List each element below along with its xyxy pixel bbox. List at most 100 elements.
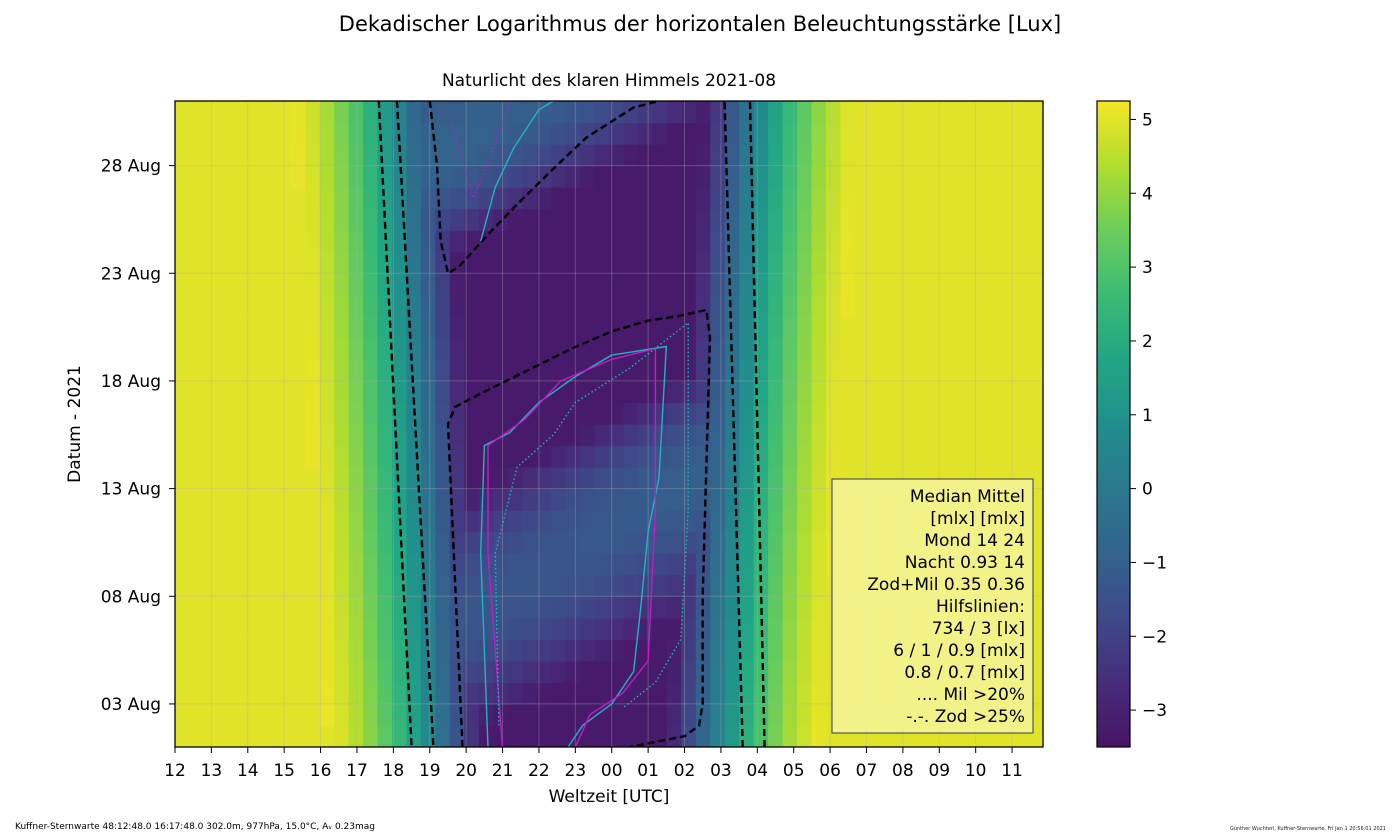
field-cell — [898, 122, 914, 145]
legend-line: Nacht 0.93 14 — [905, 553, 1025, 573]
field-cell — [334, 380, 350, 404]
field-cell — [478, 531, 494, 554]
field-cell — [811, 703, 827, 727]
field-cell — [681, 101, 697, 124]
field-cell — [652, 230, 668, 253]
field-cell — [464, 122, 480, 145]
field-cell — [580, 230, 596, 253]
field-cell — [652, 660, 668, 683]
field-cell — [941, 402, 957, 425]
field-cell — [175, 251, 191, 274]
field-cell — [565, 294, 581, 317]
field-cell — [507, 316, 523, 339]
field-cell — [290, 703, 306, 727]
field-cell — [768, 165, 784, 188]
field-cell — [883, 424, 899, 447]
field-cell — [768, 359, 784, 382]
field-cell — [753, 165, 769, 188]
field-cell — [290, 725, 306, 747]
x-tick-label: 13 — [201, 761, 223, 781]
field-cell — [1014, 230, 1030, 253]
field-cell — [247, 273, 263, 296]
field-cell — [247, 208, 263, 231]
field-cell — [681, 574, 697, 597]
field-cell — [406, 574, 422, 597]
figure-title: Dekadischer Logarithmus der horizontalen… — [338, 12, 1062, 36]
field-cell — [435, 553, 451, 576]
field-cell — [232, 273, 248, 296]
contour-734-lx — [377, 101, 413, 747]
field-cell — [768, 510, 784, 533]
field-cell — [334, 553, 350, 576]
field-cell — [464, 316, 480, 339]
field-cell — [623, 531, 639, 554]
field-cell — [941, 230, 957, 253]
field-cell — [666, 251, 682, 274]
field-cell — [305, 337, 321, 360]
field-cell — [811, 122, 827, 145]
field-cell — [739, 639, 755, 662]
field-cell — [594, 144, 610, 167]
field-cell — [666, 531, 682, 554]
field-cell — [175, 187, 191, 210]
field-cell — [319, 639, 335, 662]
field-cell — [420, 703, 436, 727]
field-cell — [826, 424, 842, 447]
field-cell — [276, 424, 292, 447]
field-cell — [247, 445, 263, 468]
field-cell — [1028, 165, 1043, 188]
field-cell — [1028, 230, 1043, 253]
field-cell — [652, 208, 668, 231]
field-cell — [551, 553, 567, 576]
field-cell — [1028, 402, 1043, 425]
field-cell — [912, 294, 928, 317]
field-cell — [840, 230, 856, 253]
field-cell — [203, 359, 219, 382]
field-cell — [232, 144, 248, 167]
field-cell — [420, 316, 436, 339]
field-cell — [493, 424, 509, 447]
field-cell — [189, 187, 205, 210]
field-cell — [536, 639, 552, 662]
field-cell — [305, 574, 321, 597]
field-cell — [580, 639, 596, 662]
field-cell — [695, 639, 711, 662]
field-cell — [753, 596, 769, 619]
field-cell — [319, 467, 335, 490]
field-cell — [782, 639, 798, 662]
field-cell — [464, 445, 480, 468]
field-cell — [999, 316, 1015, 339]
field-cell — [869, 230, 885, 253]
field-cell — [218, 402, 234, 425]
field-cell — [218, 337, 234, 360]
field-cell — [261, 574, 277, 597]
field-cell — [565, 208, 581, 231]
field-cell — [753, 467, 769, 490]
field-cell — [768, 187, 784, 210]
field-cell — [420, 445, 436, 468]
field-cell — [580, 251, 596, 274]
field-cell — [985, 359, 1001, 382]
field-cell — [276, 122, 292, 145]
field-cell — [493, 725, 509, 747]
field-cell — [334, 510, 350, 533]
field-cell — [449, 230, 465, 253]
field-cell — [363, 574, 379, 597]
field-cell — [941, 294, 957, 317]
field-cell — [189, 337, 205, 360]
field-cell — [941, 122, 957, 145]
brightness-field — [175, 101, 1043, 747]
field-cell — [348, 101, 364, 124]
field-cell — [797, 402, 813, 425]
field-cell — [956, 187, 972, 210]
field-cell — [319, 122, 335, 145]
field-cell — [218, 165, 234, 188]
chart-title: Naturlicht des klaren Himmels 2021-08 — [441, 71, 777, 91]
field-cell — [594, 424, 610, 447]
field-cell — [652, 639, 668, 662]
field-cell — [406, 359, 422, 382]
field-cell — [797, 316, 813, 339]
field-cell — [797, 144, 813, 167]
field-cell — [739, 359, 755, 382]
field-cell — [522, 144, 538, 167]
